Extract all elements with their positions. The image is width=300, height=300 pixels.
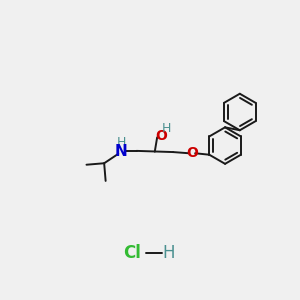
Text: H: H bbox=[116, 136, 126, 149]
Text: Cl: Cl bbox=[123, 244, 141, 262]
Text: O: O bbox=[155, 129, 167, 143]
Text: N: N bbox=[115, 144, 128, 159]
Text: H: H bbox=[161, 122, 171, 135]
Text: H: H bbox=[162, 244, 175, 262]
Text: O: O bbox=[186, 146, 198, 160]
